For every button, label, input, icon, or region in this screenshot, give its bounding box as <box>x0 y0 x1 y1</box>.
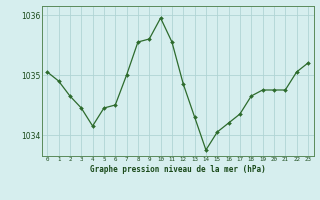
X-axis label: Graphe pression niveau de la mer (hPa): Graphe pression niveau de la mer (hPa) <box>90 165 266 174</box>
